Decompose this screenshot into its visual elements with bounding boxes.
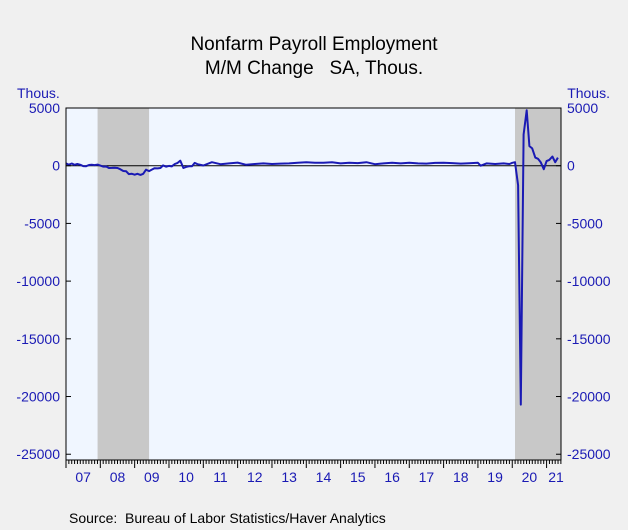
y-tick-right-label: 5000	[567, 100, 598, 116]
chart-title: Nonfarm Payroll Employment	[190, 34, 438, 55]
y-axis-left: 5000 0 -5000 -10000 -15000 -20000 -25000	[16, 100, 71, 462]
x-tick-label: 14	[316, 469, 332, 485]
x-tick-label: 09	[144, 469, 160, 485]
x-tick-label: 19	[487, 469, 503, 485]
y-axis-right: 5000 0 -5000 -10000 -15000 -20000 -25000	[556, 100, 611, 462]
x-tick-label: 15	[350, 469, 366, 485]
chart-subtitle: M/M Change SA, Thous.	[205, 58, 423, 79]
source-note: Source: Bureau of Labor Statistics/Haver…	[69, 510, 386, 526]
y-tick-right-label: -25000	[567, 446, 611, 462]
x-tick-label: 11	[213, 469, 228, 485]
x-tick-label: 12	[247, 469, 263, 485]
y-axis-left-label: Thous.	[17, 85, 60, 101]
y-tick-right-label: -5000	[567, 215, 603, 231]
y-axis-right-label: Thous.	[567, 85, 610, 101]
y-tick-left-label: 0	[52, 158, 60, 174]
x-tick-label: 10	[178, 469, 194, 485]
y-tick-left-label: -5000	[24, 215, 60, 231]
x-tick-label: 17	[419, 469, 435, 485]
y-tick-right-label: -15000	[567, 331, 611, 347]
y-tick-left-label: -25000	[16, 446, 60, 462]
y-tick-right-label: -20000	[567, 389, 611, 405]
plot-area	[65, 107, 562, 461]
x-tick-label: 18	[453, 469, 469, 485]
x-tick-label: 20	[522, 469, 538, 485]
y-tick-left-label: -10000	[16, 273, 60, 289]
plot-border	[65, 107, 562, 461]
y-tick-left-label: 5000	[29, 100, 60, 116]
x-tick-label: 08	[110, 469, 126, 485]
recession-band-0	[97, 108, 150, 460]
x-tick-label: 13	[281, 469, 297, 485]
y-tick-right-label: 0	[567, 158, 575, 174]
x-tick-label: 21	[548, 469, 564, 485]
series-line	[65, 109, 559, 406]
x-axis: 07 08 09 10 11 12 13 14 15 16 17 18 19 20 21	[65, 460, 564, 485]
y-tick-right-label: -10000	[567, 273, 611, 289]
x-tick-label: 16	[384, 469, 400, 485]
x-tick-label: 07	[75, 469, 91, 485]
y-tick-left-label: -15000	[16, 331, 60, 347]
y-tick-left-label: -20000	[16, 389, 60, 405]
